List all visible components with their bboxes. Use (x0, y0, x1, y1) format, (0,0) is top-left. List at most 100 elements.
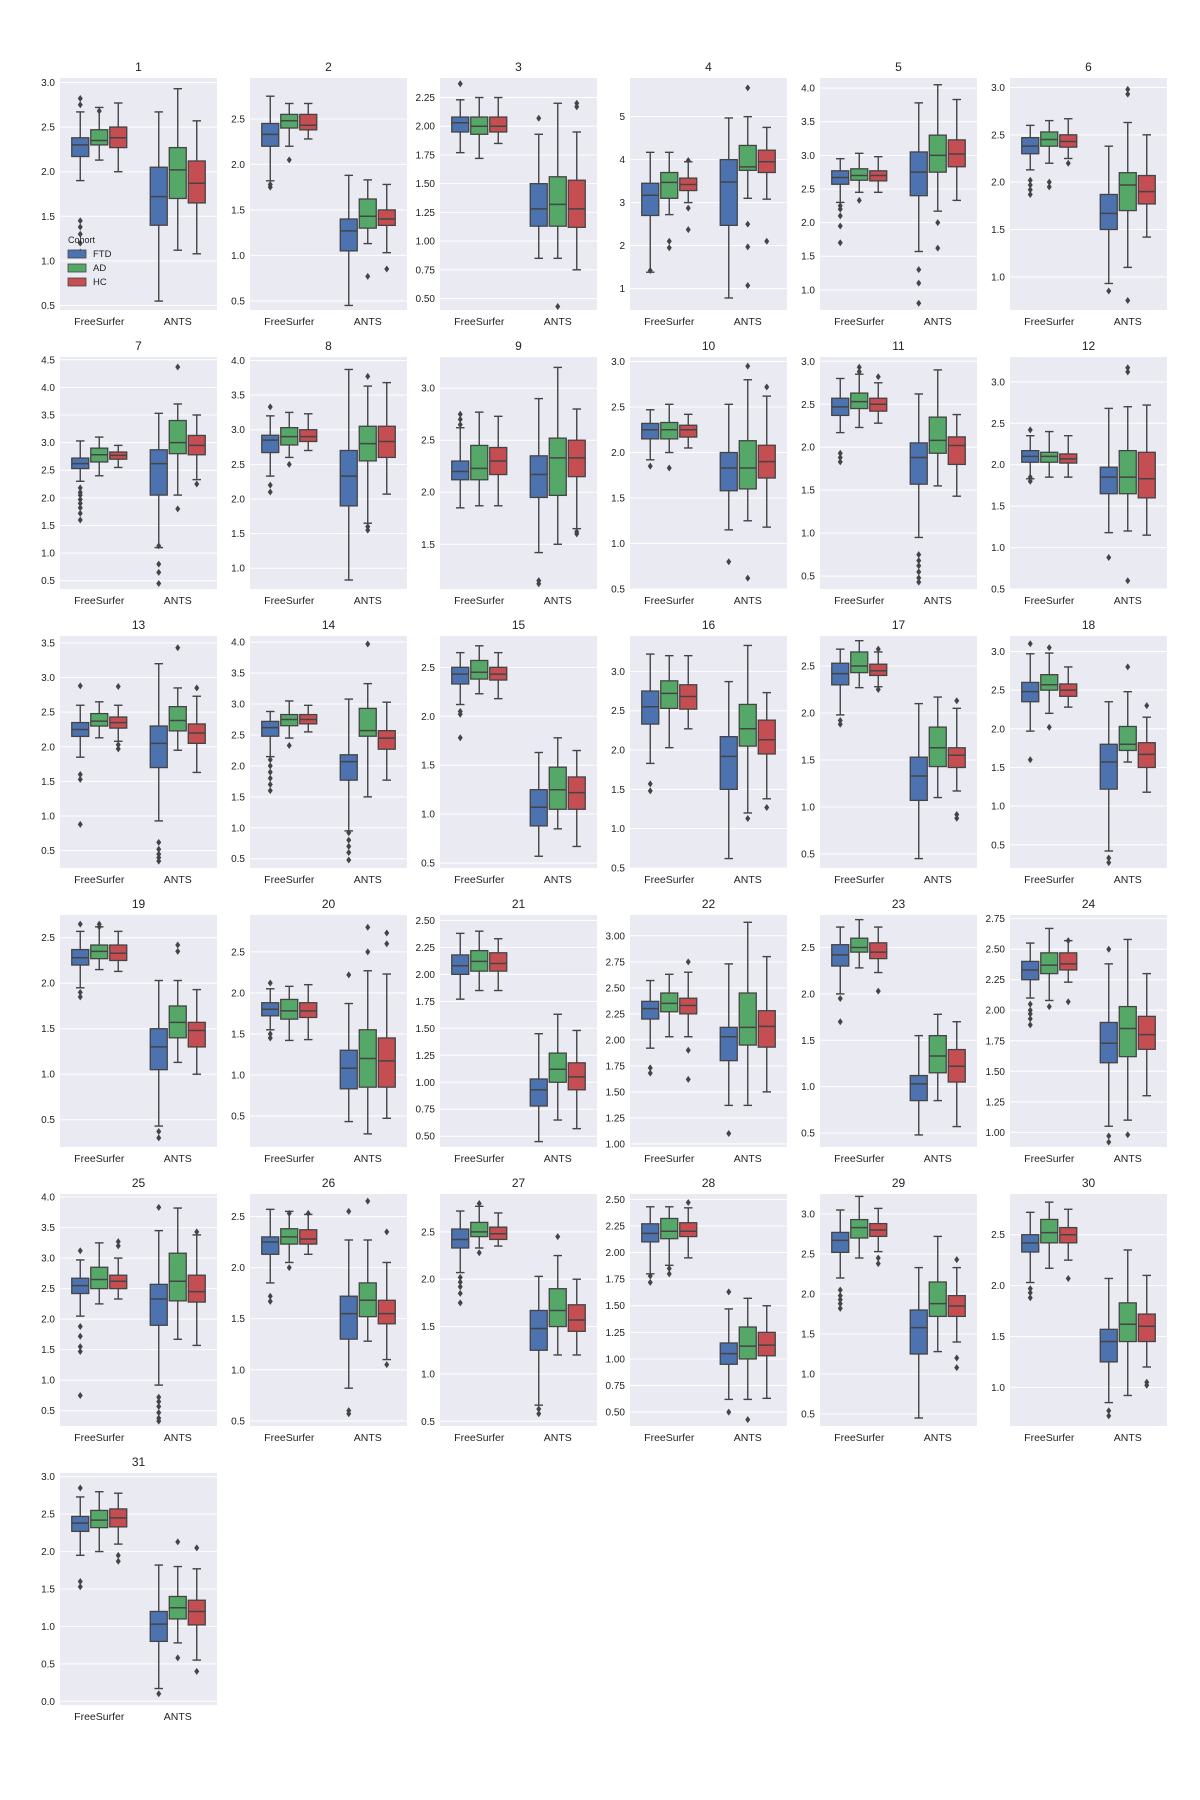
y-tick-label: 1.5 (801, 755, 815, 766)
y-tick-label: 2.0 (41, 979, 55, 990)
box-iqr (339, 754, 358, 781)
outlier-point (286, 156, 292, 164)
box-ad-ants (548, 737, 567, 830)
outlier-point (666, 464, 672, 472)
y-tick-label: 1.0 (231, 1070, 245, 1081)
box-ftd-freesurfer (451, 80, 470, 154)
box-ftd-freesurfer (261, 710, 280, 795)
outlier-point (536, 114, 542, 122)
box-ftd-freesurfer (641, 653, 660, 795)
y-tick-label: 1.50 (416, 179, 436, 190)
box-ad-freesurfer (660, 973, 679, 1038)
box-iqr (757, 719, 776, 755)
box-hc-ants (377, 701, 396, 781)
y-tick-label: 1.00 (606, 1139, 626, 1150)
x-tick-label: ANTS (1114, 874, 1142, 886)
subplot-31: 0.0 0.5 1.0 1.5 2.0 2.5 3.0 FreeSurfer ANTS 31 (41, 1455, 217, 1723)
outlier-point (267, 1034, 273, 1042)
x-tick-label: ANTS (734, 595, 762, 607)
box-ad-ants (548, 1233, 567, 1356)
outlier-point (726, 1408, 732, 1416)
box-hc-ants (377, 381, 396, 495)
box-hc-ants (567, 408, 586, 538)
box-iqr (168, 146, 187, 200)
box-iqr (1059, 952, 1078, 971)
outlier-point (935, 219, 941, 227)
y-tick-label: 4.5 (41, 355, 55, 366)
y-tick-label: 1.5 (611, 785, 625, 796)
box-iqr (529, 1078, 548, 1107)
box-iqr (719, 158, 738, 227)
y-tick-label: 2.00 (606, 1248, 626, 1259)
outlier-point (1144, 1381, 1150, 1389)
subplot-title: 24 (1082, 897, 1096, 911)
box-iqr (947, 747, 966, 769)
y-tick-label: 0.5 (421, 859, 435, 870)
subplot-title: 7 (135, 339, 142, 353)
box-ad-freesurfer (1040, 119, 1059, 191)
box-ad-ants (1118, 663, 1137, 763)
box-iqr (548, 437, 567, 497)
box-ftd-ants (529, 114, 548, 260)
subplot-title: 1 (135, 60, 142, 74)
outlier-point (685, 226, 691, 234)
y-tick-label: 1.50 (416, 1024, 436, 1035)
y-tick-label: 1.5 (421, 540, 435, 551)
subplot-title: 2 (325, 60, 332, 74)
y-tick-label: 2.0 (801, 1290, 815, 1301)
plot-background (1010, 1194, 1167, 1426)
box-iqr (187, 1021, 206, 1048)
outlier-point (156, 579, 162, 587)
x-tick-label: FreeSurfer (834, 595, 885, 607)
box-iqr (1040, 674, 1059, 691)
outlier-point (837, 1304, 843, 1312)
subplot-16: 0.5 1.0 1.5 2.0 2.5 3.0 FreeSurfer ANTS 16 (611, 618, 787, 886)
box-ftd-ants (339, 174, 358, 307)
box-iqr (869, 942, 888, 960)
outlier-point (156, 560, 162, 568)
outlier-point (457, 415, 463, 423)
outlier-point (476, 1249, 482, 1257)
box-ftd-ants (529, 1275, 548, 1418)
legend-title: Cohort (68, 235, 96, 245)
box-ad-ants (548, 102, 567, 311)
box-iqr (1040, 451, 1059, 463)
outlier-point (837, 720, 843, 728)
y-tick-label: 2.0 (41, 742, 55, 753)
box-ad-freesurfer (850, 1195, 869, 1259)
box-iqr (641, 1000, 660, 1020)
y-tick-label: 2.0 (421, 1275, 435, 1286)
y-tick-label: 2.5 (231, 114, 245, 125)
outlier-point (77, 1247, 83, 1255)
outlier-point (476, 1199, 482, 1207)
outlier-point (916, 266, 922, 274)
y-tick-label: 2.0 (991, 460, 1005, 471)
subplot-26: 0.5 1.0 1.5 2.0 2.5 FreeSurfer ANTS 26 (231, 1176, 407, 1444)
y-tick-label: 3.0 (41, 673, 55, 684)
box-iqr (928, 134, 947, 173)
box-hc-ants (1137, 972, 1156, 1097)
outlier-point (1027, 1021, 1033, 1029)
box-ad-ants (168, 1207, 187, 1341)
y-tick-label: 1.5 (231, 792, 245, 803)
box-iqr (928, 416, 947, 454)
outlier-point (574, 103, 580, 111)
outlier-point (156, 838, 162, 846)
outlier-point (875, 1254, 881, 1262)
outlier-point (536, 580, 542, 588)
box-iqr (660, 421, 679, 440)
box-ftd-freesurfer (261, 1208, 280, 1305)
outlier-point (457, 421, 463, 429)
outlier-point (346, 836, 352, 844)
outlier-point (1125, 577, 1131, 585)
box-ftd-freesurfer (1021, 1211, 1040, 1302)
outlier-point (647, 787, 653, 795)
y-tick-label: 2.25 (416, 943, 436, 954)
outlier-point (156, 1690, 162, 1698)
outlier-point (1125, 364, 1131, 372)
box-ftd-ants (909, 702, 928, 860)
outlier-point (175, 505, 181, 513)
box-iqr (679, 424, 698, 438)
outlier-point (115, 1557, 121, 1565)
outlier-point (837, 1300, 843, 1308)
